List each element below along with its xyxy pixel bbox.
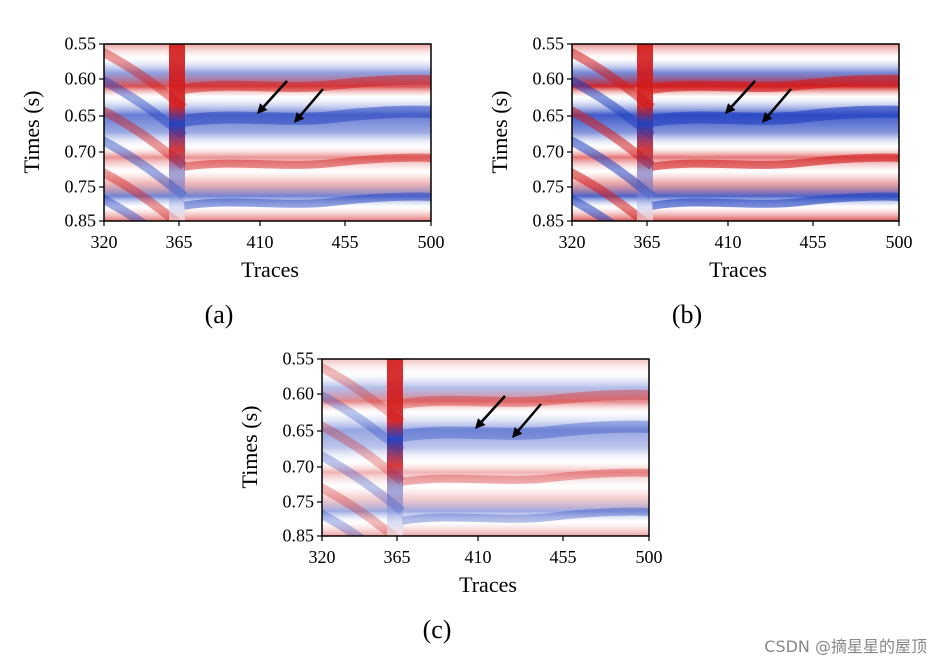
x-axis-label: Traces [459,572,517,597]
horizontal-reflector [651,153,899,171]
y-tick-label: 0.70 [282,456,315,477]
horizontal-reflector [183,192,431,210]
y-axis-label: Times (s) [19,90,44,174]
y-tick-label: 0.55 [532,33,565,54]
y-tick-label: 0.65 [532,105,565,126]
horizontal-reflector [401,507,649,525]
horizontal-reflector [183,153,431,171]
seismic-section-a [99,43,432,226]
x-tick-label: 365 [633,232,661,252]
x-tick-label: 500 [635,547,663,567]
y-tick-label: 0.75 [64,176,97,197]
y-tick-label: 0.85 [282,525,315,546]
horizontal-reflector [183,105,431,127]
horizontal-reflector [401,468,649,486]
x-tick-label: 365 [165,232,193,252]
dipping-reflector [104,168,183,221]
arrow-icon [475,395,506,429]
y-tick-label: 0.65 [282,420,315,441]
y-tick-label: 0.60 [64,68,97,89]
y-tick-label: 0.70 [532,141,565,162]
y-axis-label: Times (s) [487,90,512,174]
x-tick-label: 500 [417,232,445,252]
watermark-text: CSDN @摘星星的屋顶 [764,637,927,656]
x-axis-label: Traces [709,257,767,282]
horizontal-reflector [651,192,899,210]
arrow-icon [725,80,756,114]
horizontal-reflector [651,105,899,127]
plot-frame [103,43,432,222]
y-tick-label: 0.85 [64,210,97,231]
y-tick-label: 0.75 [532,176,565,197]
y-axis-label: Times (s) [237,405,262,489]
y-tick-label: 0.70 [64,141,97,162]
y-tick-label: 0.65 [64,105,97,126]
x-tick-label: 455 [799,232,827,252]
arrow-icon [762,88,792,123]
x-tick-label: 320 [558,232,586,252]
seismic-section-c [317,358,650,541]
plot-frame [571,43,900,222]
dipping-reflector [572,168,651,221]
horizontal-reflector [401,420,649,442]
seismic-image [322,359,649,536]
x-tick-label: 455 [331,232,359,252]
horizontal-reflector [401,389,649,409]
x-tick-label: 365 [383,547,411,567]
y-tick-label: 0.55 [64,33,97,54]
arrow-icon [294,88,324,123]
arrow-icon [512,403,542,438]
x-axis-label: Traces [241,257,299,282]
x-tick-label: 410 [464,547,492,567]
trace-strip [637,44,653,221]
y-tick-label: 0.60 [282,383,315,404]
y-tick-label: 0.75 [282,491,315,512]
trace-strip [169,44,185,221]
panel-b: Times (s) 0.55 0.60 0.65 0.70 0.75 0.85 … [468,0,913,330]
x-tick-label: 320 [308,547,336,567]
seismic-image [572,44,899,221]
x-tick-label: 455 [549,547,577,567]
x-tick-label: 410 [246,232,274,252]
panel-caption: (a) [204,300,234,329]
dipping-reflector [104,194,148,221]
panel-caption: (b) [671,300,703,329]
trace-strip [387,359,403,536]
dipping-reflector [322,509,366,536]
arrow-icon [257,80,288,114]
seismic-image [104,44,431,221]
panel-caption: (c) [422,615,452,644]
plot-frame [321,358,650,537]
horizontal-reflector [183,74,431,94]
x-tick-label: 320 [90,232,118,252]
dipping-reflector [572,194,616,221]
seismic-section-b [567,43,900,226]
panel-a: Times (s) 0.55 0.60 0.65 0.70 0.75 0.85 … [0,0,445,330]
y-tick-label: 0.60 [532,68,565,89]
panel-c: Times (s) 0.55 0.60 0.65 0.70 0.75 0.85 … [218,315,663,645]
dipping-reflector [322,483,401,536]
x-tick-label: 500 [885,232,913,252]
horizontal-reflector [651,74,899,94]
y-tick-label: 0.85 [532,210,565,231]
x-tick-label: 410 [714,232,742,252]
y-tick-label: 0.55 [282,348,315,369]
